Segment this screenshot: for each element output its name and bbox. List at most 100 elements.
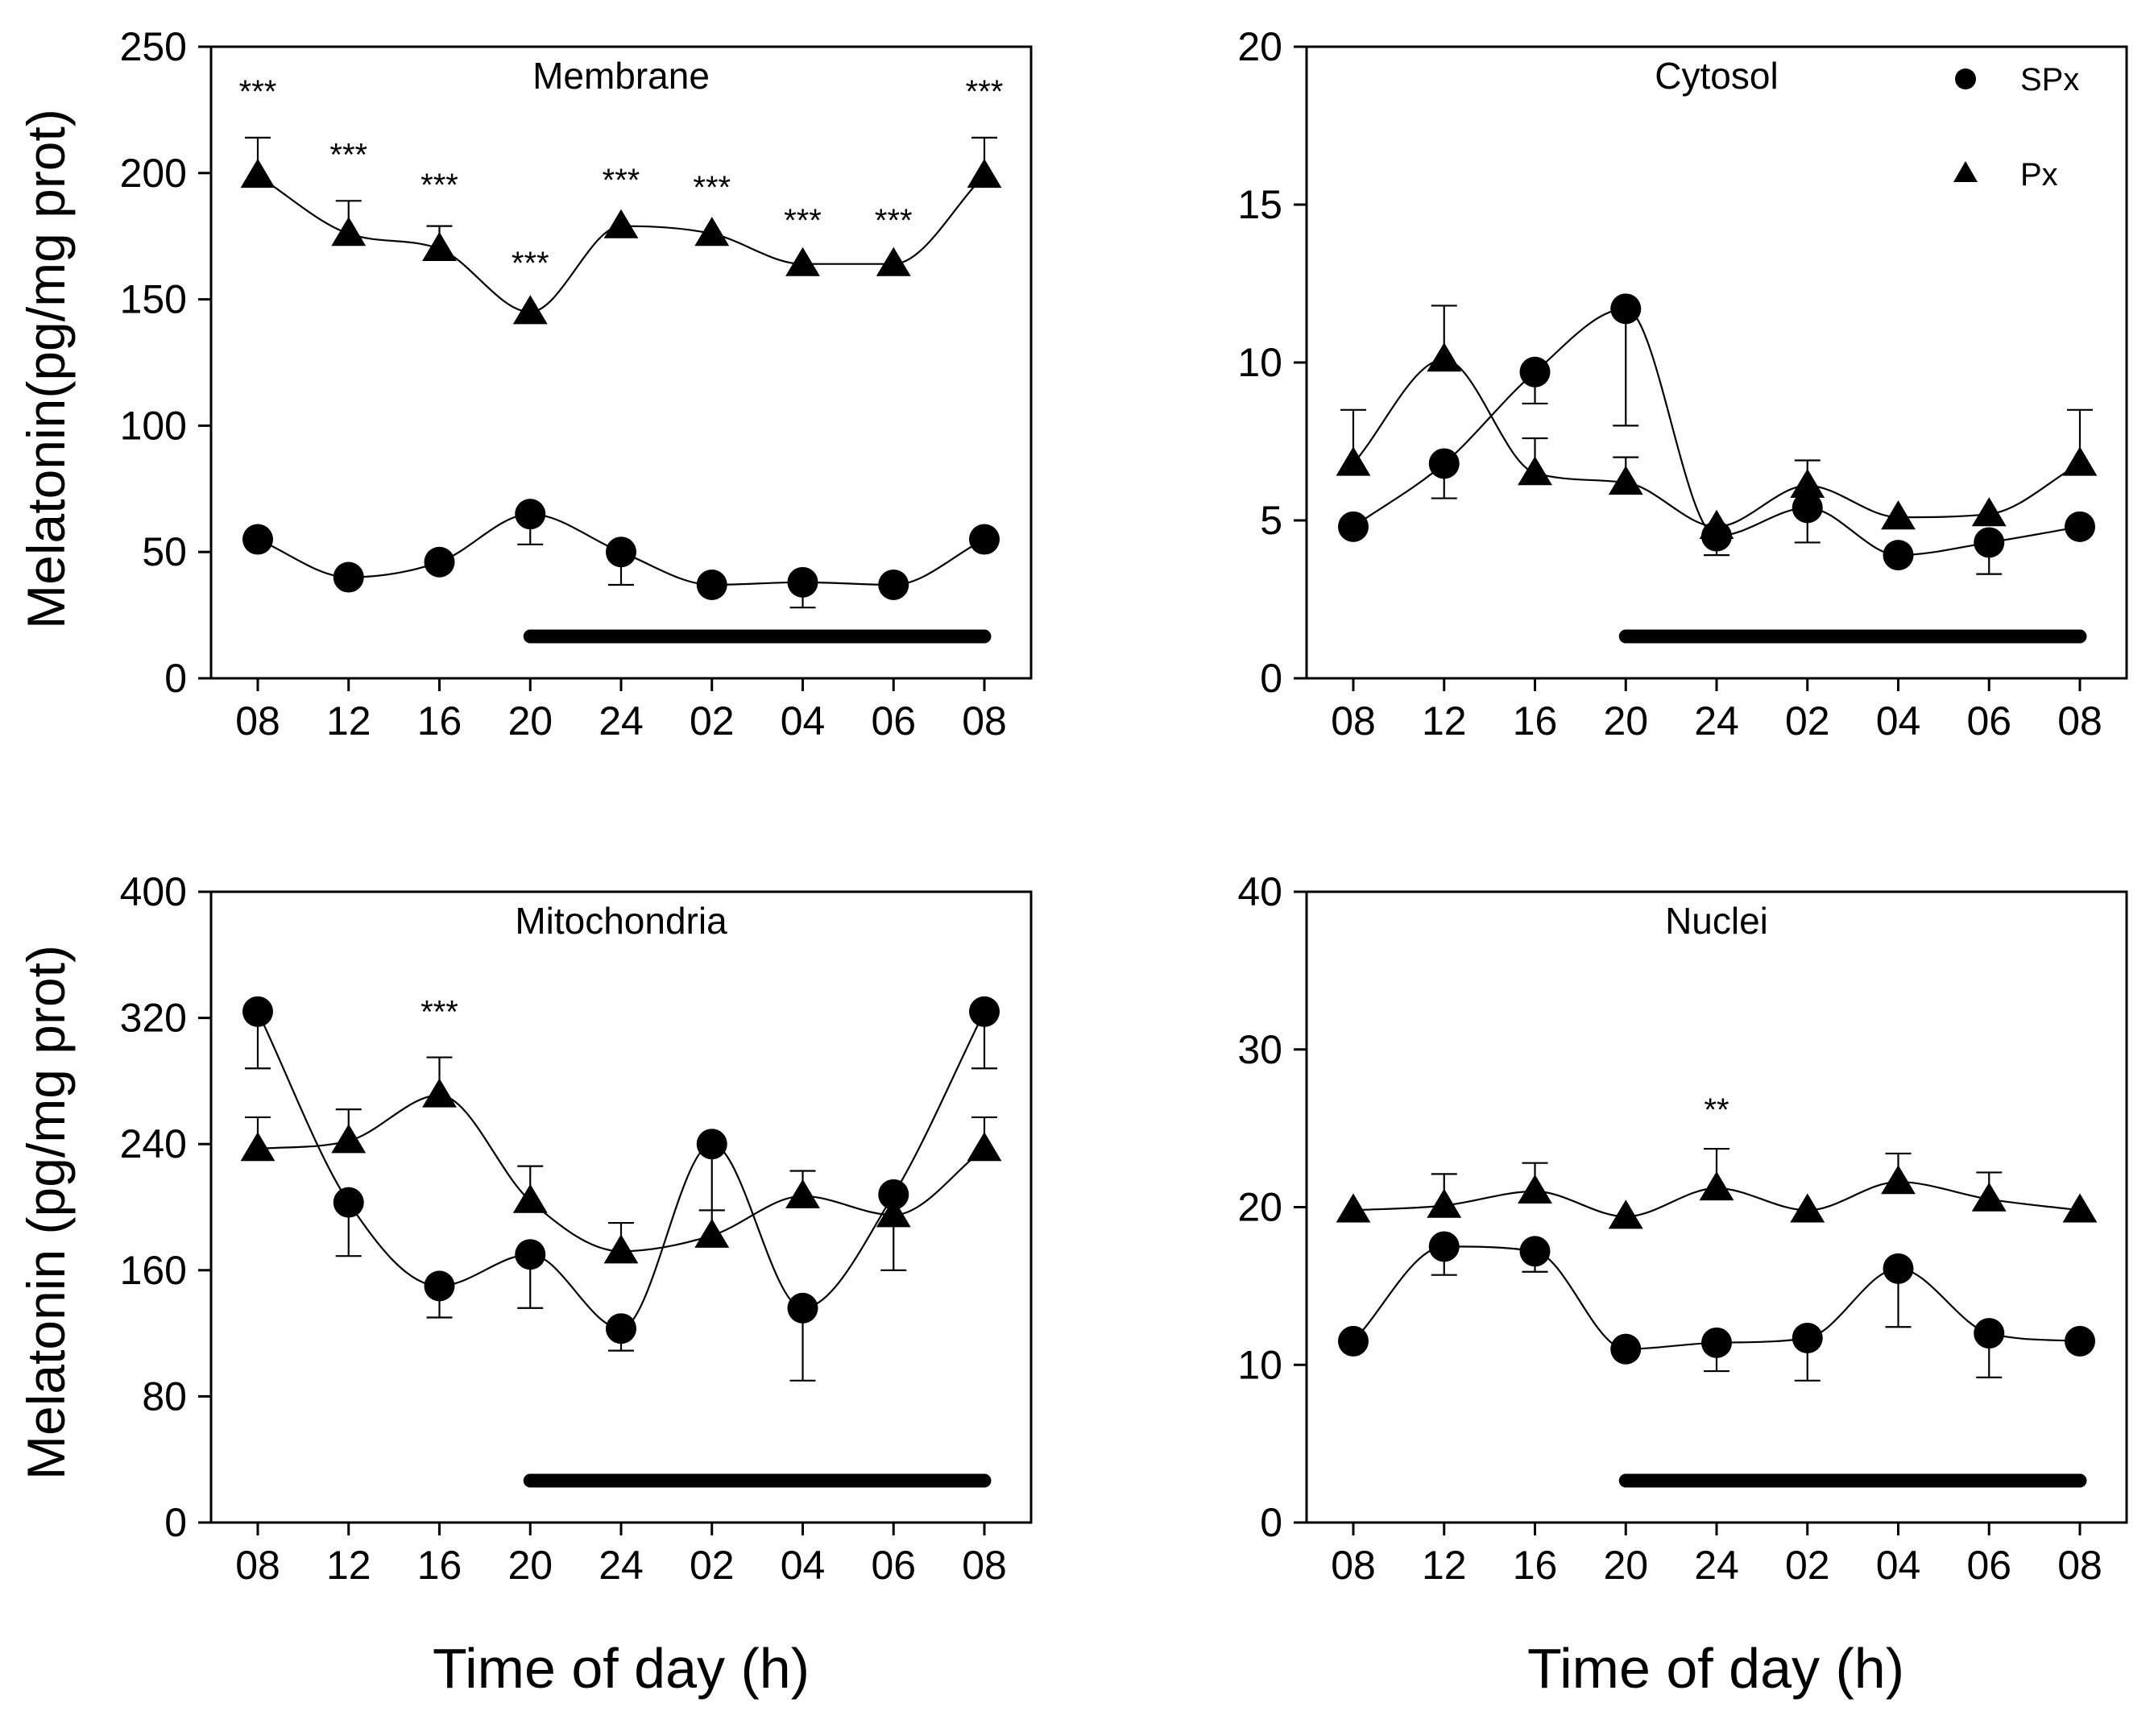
data-point-px: [331, 1124, 367, 1154]
y-axis-label-top: Melatonin(pg/mg prot): [16, 109, 76, 629]
y-tick-label: 50: [142, 529, 187, 574]
x-tick-label: 06: [1966, 1543, 2011, 1588]
x-tick-label: 12: [326, 698, 371, 744]
significance-marker: ***: [239, 74, 277, 110]
x-tick-label: 08: [235, 1543, 280, 1588]
y-tick-label: 20: [1237, 1185, 1282, 1230]
x-tick-label: 08: [962, 1543, 1007, 1588]
data-point-spx: [1792, 1322, 1823, 1353]
y-tick-label: 0: [1260, 656, 1282, 701]
x-tick-label: 02: [1785, 1543, 1830, 1588]
panel-title: Membrane: [532, 55, 710, 97]
data-point-spx: [1428, 448, 1460, 479]
panel-title: Nuclei: [1665, 900, 1768, 942]
data-point-px: [967, 158, 1002, 189]
data-point-spx: [333, 1187, 364, 1218]
x-tick-label: 12: [1422, 1543, 1467, 1588]
data-point-spx: [969, 996, 1000, 1027]
data-point-px: [785, 247, 820, 276]
data-point-px: [1971, 1182, 2007, 1212]
data-point-px: [1518, 456, 1552, 486]
data-point-px: [603, 1234, 639, 1264]
y-tick-label: 40: [1237, 869, 1282, 914]
x-tick-label: 06: [871, 698, 916, 744]
data-point-px: [512, 1183, 548, 1213]
data-point-px: [603, 209, 639, 238]
data-point-px: [967, 1132, 1002, 1162]
data-point-px: [1971, 497, 2007, 527]
data-point-px: [1336, 446, 1371, 476]
data-point-spx: [242, 996, 273, 1027]
data-point-spx: [1338, 1325, 1369, 1357]
data-point-spx: [1428, 1231, 1460, 1262]
x-tick-label: 08: [235, 698, 280, 744]
x-tick-label: 04: [1876, 698, 1921, 744]
x-tick-label: 04: [1876, 1543, 1921, 1588]
y-tick-label: 30: [1237, 1027, 1282, 1072]
x-tick-label: 16: [417, 698, 462, 744]
data-point-spx: [1883, 1253, 1914, 1284]
data-point-spx: [1610, 1333, 1642, 1365]
significance-marker: **: [1704, 1092, 1729, 1128]
x-tick-label: 24: [599, 698, 644, 744]
y-tick-label: 20: [1237, 24, 1282, 69]
y-axis-label-bottom: Melatonin (pg/mg prot): [16, 945, 76, 1480]
data-point-spx: [515, 499, 546, 530]
x-tick-label: 24: [599, 1543, 644, 1588]
y-tick-label: 0: [164, 1500, 187, 1545]
x-axis-label-left: Time of day (h): [433, 1637, 810, 1700]
y-tick-label: 5: [1260, 498, 1282, 543]
significance-marker: ***: [603, 163, 640, 198]
significance-marker: ***: [420, 168, 458, 203]
data-point-px: [1881, 1165, 1916, 1195]
data-point-px: [422, 1078, 457, 1108]
y-tick-label: 400: [120, 869, 187, 914]
data-point-px: [876, 247, 911, 276]
data-point-px: [240, 158, 275, 189]
y-tick-label: 240: [120, 1121, 187, 1166]
data-point-px: [422, 231, 457, 261]
data-point-spx: [1974, 527, 2005, 558]
x-tick-label: 04: [781, 698, 826, 744]
data-point-spx: [696, 569, 727, 600]
data-point-spx: [1792, 492, 1823, 524]
data-point-px: [1427, 1188, 1462, 1218]
chart-panel-mitochondria: 0 80 160 240 320 400 08 12 16 20 24 02 04 06 08 Mitocho…: [120, 869, 1033, 1588]
x-tick-label: 20: [507, 698, 553, 744]
legend-marker-px: [1953, 161, 1978, 182]
x-tick-label: 20: [1603, 1543, 1648, 1588]
chart-panel-nuclei: 0 10 20 30 40 08 12 16 20 24 02 04 06 08 Nuclei **: [1237, 869, 2128, 1588]
x-tick-label: 06: [1966, 698, 2011, 744]
x-tick-label: 08: [1331, 698, 1376, 744]
data-point-spx: [696, 1129, 727, 1160]
data-point-spx: [1701, 1327, 1732, 1358]
y-tick-label: 160: [120, 1248, 187, 1293]
data-point-px: [1790, 1193, 1825, 1223]
x-tick-label: 16: [1513, 1543, 1558, 1588]
data-point-px: [2062, 446, 2098, 476]
x-tick-label: 12: [1422, 698, 1467, 744]
data-point-px: [1518, 1174, 1552, 1204]
significance-marker: ***: [420, 994, 458, 1030]
x-tick-label: 02: [690, 1543, 735, 1588]
data-point-spx: [2065, 511, 2095, 542]
significance-marker: ***: [329, 137, 367, 172]
plot-frame: [1305, 45, 2128, 680]
data-point-spx: [1610, 293, 1642, 325]
legend-label-spx: SPx: [2020, 62, 2079, 97]
x-tick-label: 20: [507, 1543, 553, 1588]
y-tick-label: 0: [1260, 1500, 1282, 1545]
data-point-px: [694, 1218, 730, 1248]
significance-marker: ***: [784, 203, 822, 238]
data-point-px: [512, 295, 548, 325]
x-tick-label: 12: [326, 1543, 371, 1588]
data-point-spx: [878, 569, 909, 600]
data-point-spx: [787, 566, 818, 598]
significance-marker: ***: [693, 170, 731, 205]
data-point-px: [1427, 342, 1462, 372]
data-point-spx: [242, 524, 273, 555]
y-tick-label: 250: [120, 24, 187, 69]
legend-label-px: Px: [2020, 157, 2058, 193]
data-point-spx: [333, 561, 364, 593]
